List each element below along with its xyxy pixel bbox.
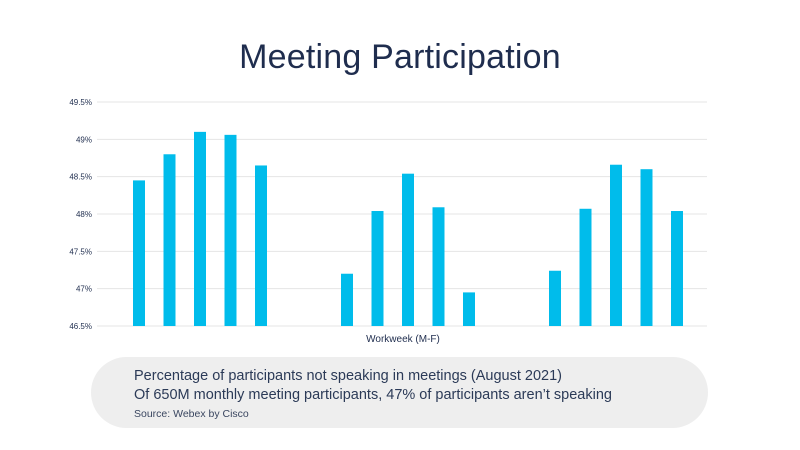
bar [432,207,445,326]
bar [671,211,683,326]
bar [255,165,267,326]
y-tick-label: 48% [76,210,92,219]
bar [224,134,237,326]
y-tick-label: 47% [76,285,92,294]
source-label: Source: Webex by Cisco [134,408,249,420]
bar [371,211,384,326]
bar [610,164,622,326]
bar [194,131,206,326]
y-tick-label: 46.5% [69,322,92,331]
note-line-2: Of 650M monthly meeting participants, 47… [134,387,612,403]
bar [640,169,653,326]
y-tick-label: 49% [76,135,92,144]
y-tick-label: 47.5% [69,247,92,256]
bar [549,270,561,326]
x-axis-label: Workweek (M-F) [366,334,440,345]
bar [463,292,475,326]
info-callout: Percentage of participants not speaking … [91,357,708,428]
bars [133,131,683,326]
bar [579,208,592,326]
bar-chart: 46.5% 47% 47.5% 48% 48.5% 49% 49.5% Workweek (… [69,98,707,345]
chart-title: Meeting Participation [239,38,561,76]
bar [133,180,145,326]
y-tick-label: 49.5% [69,98,92,107]
bar [341,273,353,326]
bar [402,173,414,326]
y-tick-labels: 46.5% 47% 47.5% 48% 48.5% 49% 49.5% [69,98,92,331]
bar [163,154,176,326]
y-tick-label: 48.5% [69,173,92,182]
note-line-1: Percentage of participants not speaking … [134,368,563,384]
